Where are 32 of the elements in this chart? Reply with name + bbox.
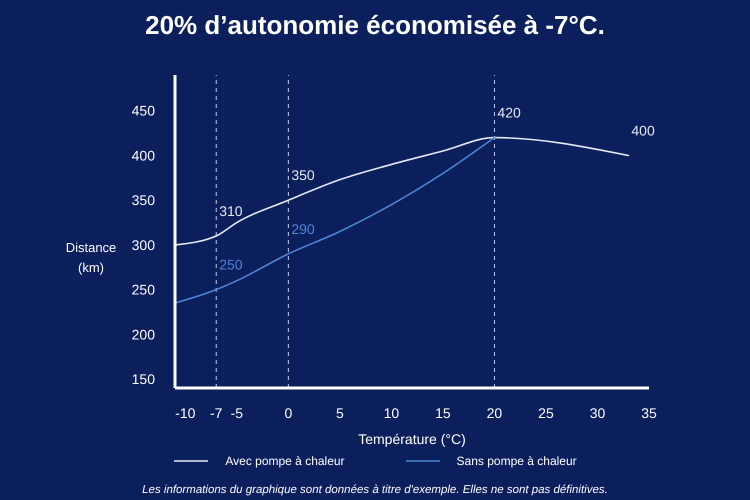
y-tick-label: 400 [132,147,156,164]
data-label: 250 [219,256,243,273]
x-tick-label: 25 [538,404,554,421]
chart-title: 20% d’autonomie économisée à -7°C. [144,10,606,41]
line-series [175,136,496,304]
y-tick-label: 300 [132,236,156,253]
y-axis-title: Distance (km) [64,239,118,277]
x-tick-label: 15 [435,404,451,421]
x-tick-label: 20 [486,404,502,421]
data-label: 310 [219,202,243,219]
x-tick-label: -7 [210,404,223,421]
x-tick-label: 35 [641,404,657,421]
x-tick-label: -10 [175,404,196,421]
text: Les informations du graphique sont données à titre d'exemple. Elles ne sont pas définitives. [141,484,609,496]
data-label: 290 [291,220,315,237]
x-tick-label: 5 [336,404,344,421]
x-tick-label: 10 [384,404,400,421]
y-tick-label: 250 [132,282,156,298]
y-tick-label: 450 [132,102,156,119]
x-axis-title: Température (°C) [358,431,466,447]
y-tick-label: 150 [132,371,156,388]
data-label: 350 [291,167,315,184]
data-label: 400 [631,122,655,138]
y-tick-label: 350 [132,192,156,208]
legend-label: Avec pompe à chaleur [225,454,345,468]
y-tick-label: 200 [132,326,156,342]
legend-label: Sans pompe à chaleur [456,454,577,468]
line-series [175,136,630,246]
x-tick-label: -5 [230,404,244,421]
x-tick-label: 0 [284,404,292,421]
x-tick-label: 30 [590,404,606,421]
data-label: 420 [497,104,522,121]
